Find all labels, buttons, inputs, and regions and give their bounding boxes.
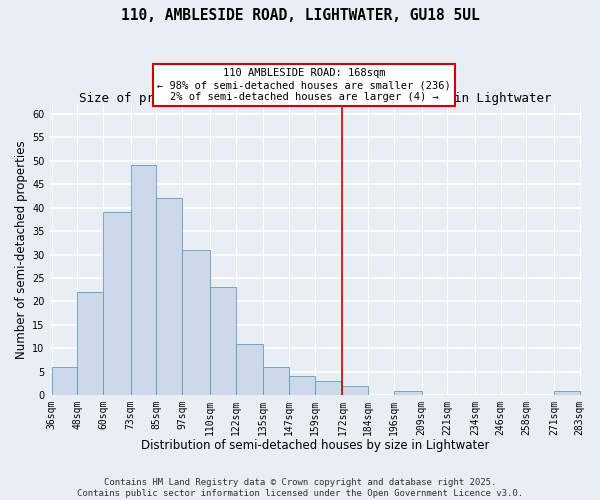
Text: Contains HM Land Registry data © Crown copyright and database right 2025.
Contai: Contains HM Land Registry data © Crown c… — [77, 478, 523, 498]
Bar — [210, 288, 236, 395]
Bar — [236, 344, 263, 395]
Bar — [52, 367, 77, 395]
Bar — [103, 212, 131, 395]
Text: 110, AMBLESIDE ROAD, LIGHTWATER, GU18 5UL: 110, AMBLESIDE ROAD, LIGHTWATER, GU18 5U… — [121, 8, 479, 22]
Bar — [263, 367, 289, 395]
Bar — [394, 390, 422, 395]
Bar — [77, 292, 103, 395]
Y-axis label: Number of semi-detached properties: Number of semi-detached properties — [15, 140, 28, 359]
Bar — [131, 166, 157, 395]
X-axis label: Distribution of semi-detached houses by size in Lightwater: Distribution of semi-detached houses by … — [142, 440, 490, 452]
Text: 110 AMBLESIDE ROAD: 168sqm
← 98% of semi-detached houses are smaller (236)
2% of: 110 AMBLESIDE ROAD: 168sqm ← 98% of semi… — [157, 68, 451, 102]
Bar — [554, 390, 580, 395]
Bar — [343, 386, 368, 395]
Bar — [289, 376, 314, 395]
Title: Size of property relative to semi-detached houses in Lightwater: Size of property relative to semi-detach… — [79, 92, 552, 104]
Bar — [182, 250, 210, 395]
Bar — [314, 381, 343, 395]
Bar — [157, 198, 182, 395]
